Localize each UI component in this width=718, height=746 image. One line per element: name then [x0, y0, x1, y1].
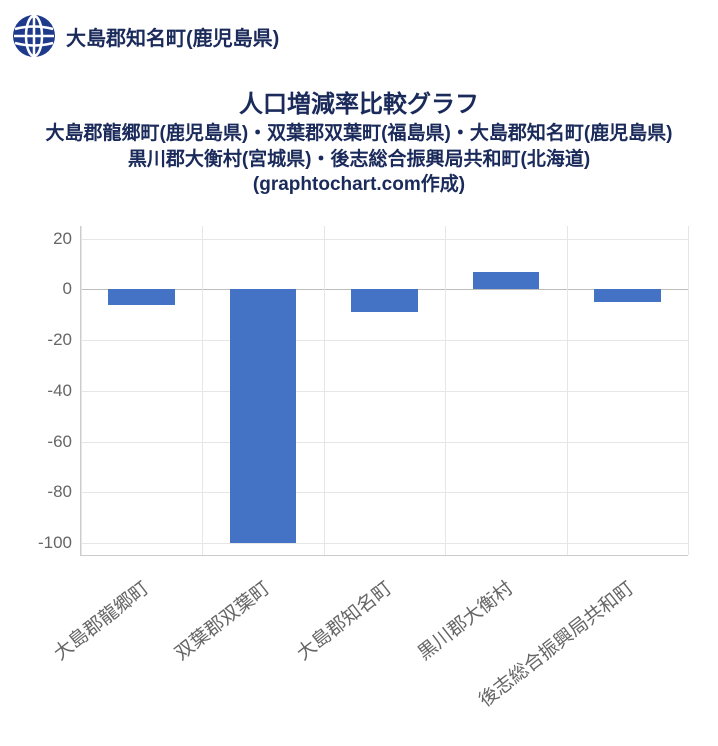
y-tick-label: -60: [22, 432, 72, 452]
x-tick-label: 黒川郡大衡村: [411, 574, 517, 665]
chart-title-block: 人口増減率比較グラフ 大島郡龍郷町(鹿児島県)・双葉郡双葉町(福島県)・大島郡知…: [0, 84, 718, 198]
chart-title-main: 人口増減率比較グラフ: [0, 84, 718, 119]
header-title: 大島郡知名町(鹿児島県): [66, 22, 279, 51]
y-tick-label: 0: [22, 279, 72, 299]
x-tick-label: 大島郡知名町: [290, 574, 396, 665]
chart-area: 20 0 -20 -40 -60 -80 -100 大島郡龍郷町双葉郡双葉町大島郡知名町黒川…: [20, 226, 698, 746]
x-tick-label: 双葉郡双葉町: [168, 574, 274, 665]
y-tick-label: -80: [22, 482, 72, 502]
x-axis-labels: 大島郡龍郷町双葉郡双葉町大島郡知名町黒川郡大衡村後志総合振興局共和町: [80, 566, 688, 746]
y-tick-label: -20: [22, 330, 72, 350]
v-gridline: [324, 226, 325, 555]
y-tick-label: 20: [22, 229, 72, 249]
bar: [594, 289, 661, 302]
bar: [473, 272, 540, 290]
h-gridline: [81, 442, 688, 443]
bar: [351, 289, 418, 312]
v-gridline: [202, 226, 203, 555]
h-gridline: [81, 543, 688, 544]
v-gridline: [445, 226, 446, 555]
header: 大島郡知名町(鹿児島県): [0, 0, 718, 66]
h-gridline: [81, 391, 688, 392]
plot-area: [80, 226, 688, 556]
x-tick-label: 大島郡龍郷町: [47, 574, 153, 665]
v-gridline: [688, 226, 689, 555]
h-gridline: [81, 492, 688, 493]
municipal-logo-icon: [12, 14, 56, 58]
chart-title-sub2: 黒川郡大衡村(宮城県)・後志総合振興局共和町(北海道): [0, 147, 718, 173]
chart-title-sub1: 大島郡龍郷町(鹿児島県)・双葉郡双葉町(福島県)・大島郡知名町(鹿児島県): [0, 121, 718, 147]
h-gridline: [81, 239, 688, 240]
bar: [230, 289, 297, 543]
v-gridline: [81, 226, 82, 555]
chart-title-sub3: (graphtochart.com作成): [0, 172, 718, 198]
y-axis: 20 0 -20 -40 -60 -80 -100: [20, 226, 80, 556]
h-gridline: [81, 340, 688, 341]
bar: [108, 289, 175, 304]
y-tick-label: -100: [22, 533, 72, 553]
v-gridline: [567, 226, 568, 555]
y-tick-label: -40: [22, 381, 72, 401]
